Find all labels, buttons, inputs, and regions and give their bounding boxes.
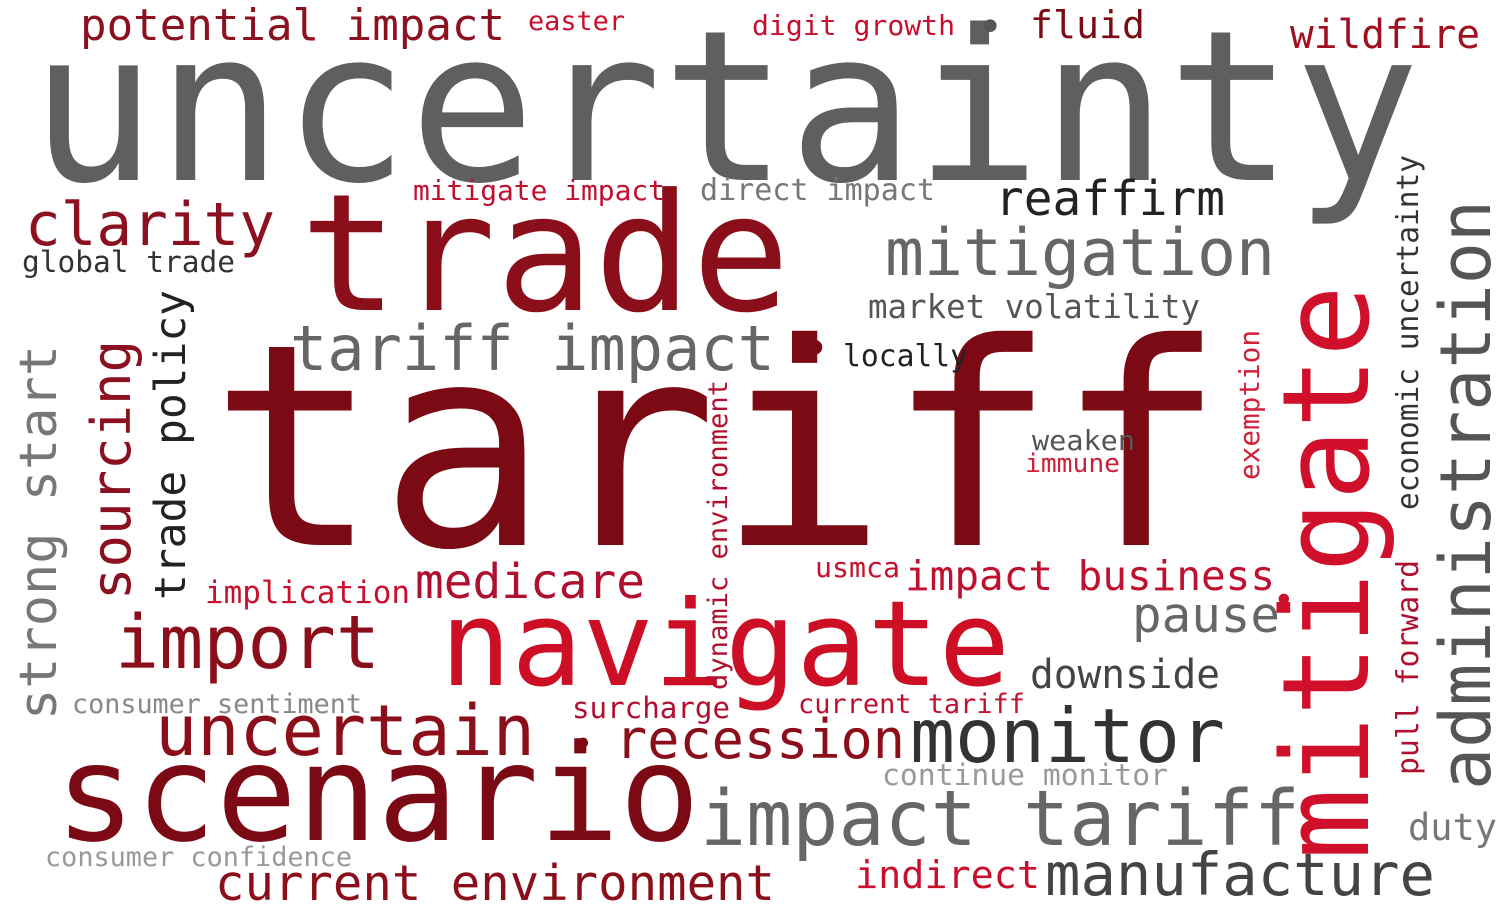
word: pull forward bbox=[1391, 560, 1426, 775]
word: wildfire bbox=[1290, 12, 1480, 58]
word: tariff impact bbox=[290, 312, 775, 385]
word: consumer confidence bbox=[45, 842, 352, 873]
word: mitigate impact bbox=[413, 174, 665, 207]
word: immune bbox=[1025, 449, 1120, 479]
word: administration bbox=[1425, 200, 1502, 790]
word: weaken bbox=[1032, 424, 1135, 457]
word: uncertain bbox=[155, 690, 535, 772]
word: trade bbox=[300, 160, 790, 349]
word: manufacture bbox=[1045, 840, 1435, 907]
word: economic uncertainty bbox=[1391, 155, 1426, 510]
word: downside bbox=[1030, 652, 1220, 698]
word: monitor bbox=[910, 692, 1225, 780]
word: reaffirm bbox=[995, 171, 1225, 227]
word: scenario bbox=[55, 716, 700, 872]
word: dynamic environment bbox=[703, 380, 734, 690]
word: fluid bbox=[1030, 3, 1145, 47]
word: recession bbox=[615, 708, 905, 771]
word: • bbox=[800, 320, 830, 378]
word: direct impact bbox=[700, 173, 935, 208]
word: impact tariff bbox=[700, 775, 1300, 864]
word: mitigate bbox=[1258, 285, 1397, 860]
word: clarity bbox=[25, 190, 275, 260]
word: usmca bbox=[815, 551, 900, 584]
word: import bbox=[115, 600, 380, 686]
word: digit growth bbox=[752, 9, 955, 42]
word: • bbox=[1273, 580, 1295, 621]
word: tariff bbox=[210, 283, 1225, 612]
word: pause bbox=[1132, 587, 1280, 644]
word: global trade bbox=[22, 245, 235, 279]
word: duty bbox=[1408, 806, 1497, 849]
word: navigate bbox=[440, 576, 1010, 714]
word: current environment bbox=[215, 855, 775, 907]
word: continue monitor bbox=[882, 758, 1168, 792]
word: trade policy bbox=[146, 290, 196, 600]
word: implication bbox=[205, 575, 410, 611]
word: uncertainty bbox=[30, 0, 1420, 230]
word: sourcing bbox=[80, 340, 143, 600]
word: current tariff bbox=[798, 689, 1025, 720]
word: surcharge bbox=[572, 691, 730, 725]
word: potential impact bbox=[80, 0, 505, 51]
word: mitigation bbox=[885, 216, 1275, 291]
word: locally bbox=[843, 339, 968, 374]
word: indirect bbox=[855, 853, 1040, 897]
word: market volatility bbox=[868, 287, 1200, 326]
word: impact business bbox=[905, 552, 1275, 600]
word: exemption bbox=[1233, 330, 1266, 480]
word: strong start bbox=[9, 345, 69, 720]
word: • bbox=[572, 724, 594, 765]
word: medicare bbox=[415, 554, 645, 610]
word: consumer sentiment bbox=[72, 689, 362, 720]
word: • bbox=[977, 2, 1004, 53]
word: easter bbox=[528, 6, 625, 37]
